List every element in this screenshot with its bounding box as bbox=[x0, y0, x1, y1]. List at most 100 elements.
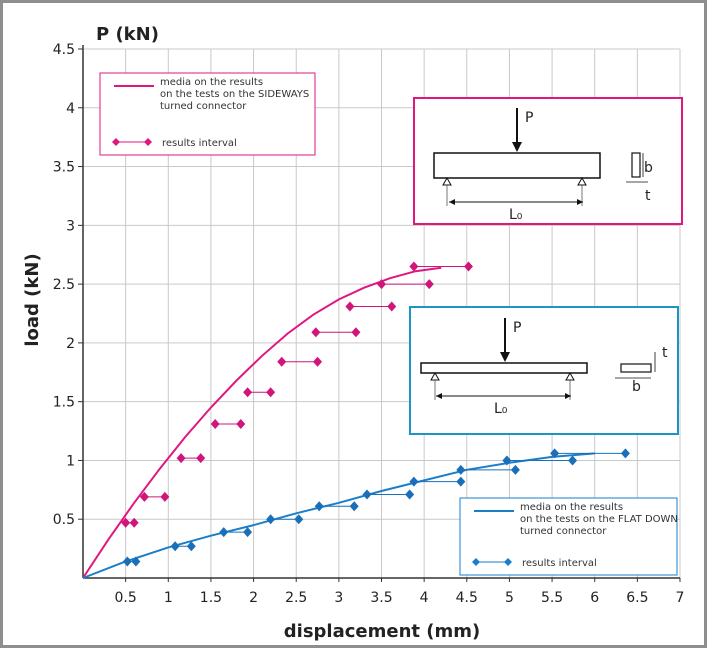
beam-diagram-1: P L₀ bt bbox=[413, 97, 683, 225]
interval-marker bbox=[121, 517, 131, 528]
interval-marker bbox=[139, 491, 149, 502]
interval-marker bbox=[277, 356, 287, 367]
interval-marker bbox=[294, 514, 304, 525]
y-tick-label: 1.5 bbox=[53, 395, 75, 411]
interval-marker bbox=[243, 527, 253, 538]
beam bbox=[420, 362, 588, 374]
y-tick-label: 0.5 bbox=[53, 512, 75, 528]
legend-line-label: media on the results bbox=[520, 502, 623, 513]
cross-section bbox=[620, 363, 652, 373]
y-unit-label: P (kN) bbox=[96, 24, 159, 45]
interval-marker bbox=[345, 301, 355, 312]
span-label: L₀ bbox=[509, 207, 523, 223]
interval-marker bbox=[236, 419, 246, 430]
legend-line-label: on the tests on the FLAT DOWN bbox=[520, 514, 678, 525]
section-label-b: b bbox=[644, 160, 653, 176]
interval-marker bbox=[314, 501, 324, 512]
beam-diagram-2: P L₀ t b bbox=[409, 306, 679, 435]
interval-marker bbox=[160, 491, 170, 502]
legend-line-label: media on the results bbox=[160, 77, 263, 88]
x-tick-label: 0.5 bbox=[115, 590, 137, 606]
load-label: P bbox=[525, 110, 533, 126]
y-tick-label: 2 bbox=[66, 336, 75, 352]
interval-marker bbox=[510, 464, 520, 475]
x-tick-label: 6 bbox=[590, 590, 599, 606]
interval-marker bbox=[243, 387, 253, 398]
legend-interval-marker bbox=[472, 558, 480, 566]
interval-marker bbox=[568, 455, 578, 466]
legend-interval-label: results interval bbox=[522, 558, 597, 569]
interval-marker bbox=[266, 387, 276, 398]
beam bbox=[433, 152, 601, 179]
interval-marker bbox=[463, 261, 473, 272]
span-label: L₀ bbox=[494, 401, 508, 417]
section-label-t: t bbox=[662, 345, 668, 361]
interval-marker bbox=[210, 419, 220, 430]
x-tick-label: 1.5 bbox=[200, 590, 222, 606]
y-tick-label: 3 bbox=[66, 218, 75, 234]
x-tick-label: 4.5 bbox=[456, 590, 478, 606]
y-axis-title: load (kN) bbox=[22, 253, 43, 346]
mean-line-series-2 bbox=[82, 452, 595, 579]
interval-marker bbox=[186, 541, 196, 552]
x-tick-label: 4 bbox=[420, 590, 429, 606]
legend-line-label: turned connector bbox=[160, 101, 247, 112]
interval-marker bbox=[456, 464, 466, 475]
interval-marker bbox=[351, 327, 361, 338]
interval-marker bbox=[219, 527, 229, 538]
y-tick-label: 1 bbox=[66, 453, 75, 469]
y-tick-label: 2.5 bbox=[53, 277, 75, 293]
section-label-t: t bbox=[645, 188, 651, 204]
load-arrow-head bbox=[512, 142, 522, 152]
y-tick-label: 4 bbox=[66, 101, 75, 117]
interval-marker bbox=[122, 556, 132, 567]
section-label-b: b bbox=[632, 379, 641, 395]
tick-labels: 0.5 1 1.5 2 2.5 3 3.5 4 4.5 5 5.5 6 6.5 7 0.5 1 1.5 2 2.5 3… bbox=[53, 42, 685, 606]
interval-marker bbox=[313, 356, 323, 367]
legend-interval-marker bbox=[112, 138, 120, 146]
interval-marker bbox=[196, 453, 206, 464]
x-tick-label: 2.5 bbox=[285, 590, 307, 606]
interval-marker bbox=[405, 489, 415, 500]
x-tick-label: 3.5 bbox=[370, 590, 392, 606]
legend-interval-label: results interval bbox=[162, 138, 237, 149]
x-tick-label: 6.5 bbox=[626, 590, 648, 606]
interval-marker bbox=[409, 261, 419, 272]
x-tick-label: 5.5 bbox=[541, 590, 563, 606]
dim-arrow bbox=[577, 199, 583, 205]
interval-marker bbox=[170, 541, 180, 552]
interval-marker bbox=[620, 448, 630, 459]
legend-line-label: on the tests on the SIDEWAYS bbox=[160, 89, 309, 100]
interval-marker bbox=[377, 279, 386, 290]
interval-marker bbox=[362, 489, 372, 500]
legend-interval-marker bbox=[504, 558, 512, 566]
axes bbox=[78, 45, 681, 582]
x-tick-label: 7 bbox=[676, 590, 685, 606]
interval-marker bbox=[550, 448, 560, 459]
legend-line-label: turned connector bbox=[520, 526, 607, 537]
load-label: P bbox=[513, 320, 521, 336]
mean-line-series-0 bbox=[82, 266, 442, 579]
interval-marker bbox=[129, 517, 139, 528]
interval-marker bbox=[387, 301, 397, 312]
series-layer bbox=[82, 261, 630, 579]
x-tick-label: 2 bbox=[249, 590, 258, 606]
dim-arrow bbox=[565, 393, 571, 399]
interval-marker bbox=[502, 455, 512, 466]
y-tick-label: 3.5 bbox=[53, 160, 75, 176]
legend-interval-marker bbox=[144, 138, 152, 146]
interval-marker bbox=[349, 501, 359, 512]
interval-marker bbox=[131, 556, 141, 567]
load-arrow-head bbox=[500, 352, 510, 362]
interval-marker bbox=[424, 279, 434, 290]
dim-arrow bbox=[449, 199, 455, 205]
cross-section bbox=[631, 152, 641, 178]
dim-arrow bbox=[436, 393, 442, 399]
y-tick-label: 4.5 bbox=[53, 42, 75, 58]
x-axis-title: displacement (mm) bbox=[284, 621, 480, 642]
